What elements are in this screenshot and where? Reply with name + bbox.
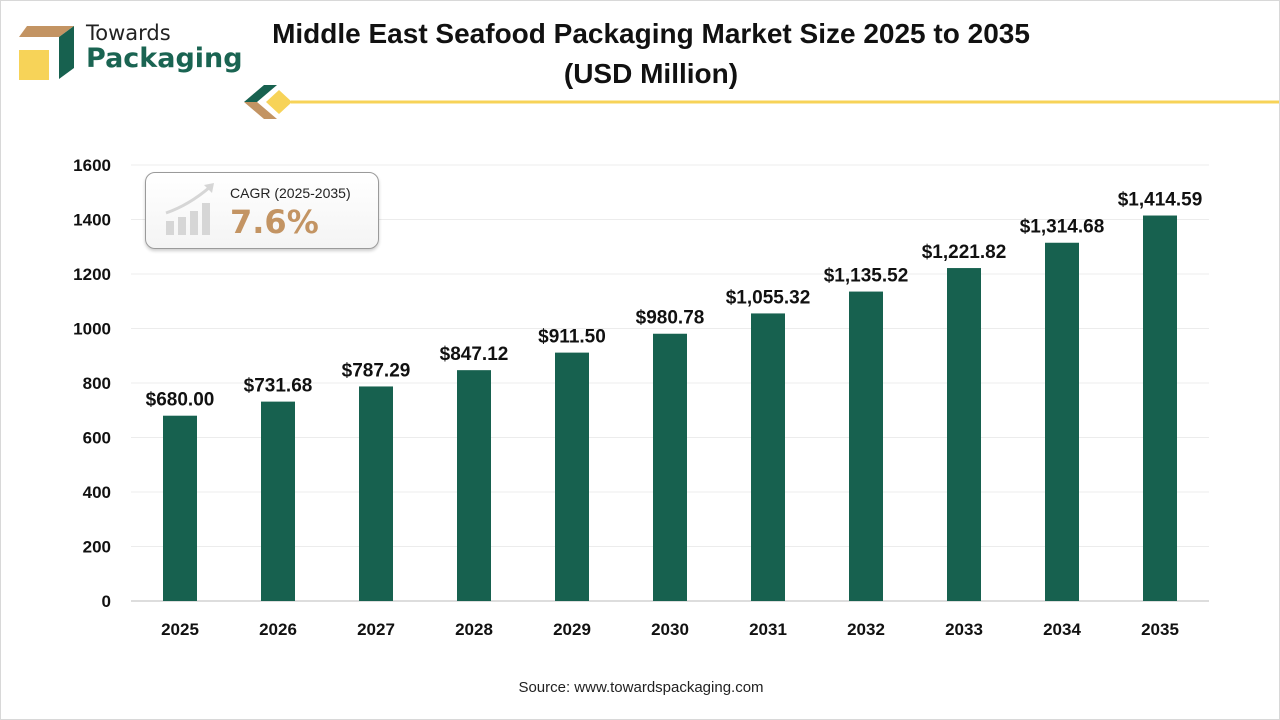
y-tick-label: 1000 xyxy=(73,320,111,339)
y-tick-label: 400 xyxy=(83,483,111,502)
brand-name-line2: Packaging xyxy=(86,43,243,74)
data-label: $1,135.52 xyxy=(824,266,909,287)
data-label: $1,055.32 xyxy=(726,287,811,308)
data-label: $911.50 xyxy=(538,327,606,348)
data-label: $680.00 xyxy=(146,390,215,411)
title-divider-icon xyxy=(244,85,1279,119)
brand-name-line1: Towards xyxy=(86,21,171,45)
data-label: $1,314.68 xyxy=(1020,217,1105,238)
bar-2026 xyxy=(261,401,295,601)
cagr-label: CAGR (2025-2035) xyxy=(230,185,351,201)
bar-2033 xyxy=(947,268,981,601)
y-tick-label: 1200 xyxy=(73,265,111,284)
data-label: $980.78 xyxy=(636,308,705,329)
x-tick-label: 2025 xyxy=(161,620,199,639)
x-tick-label: 2026 xyxy=(259,620,297,639)
bar-2031 xyxy=(751,313,785,601)
x-tick-label: 2034 xyxy=(1043,620,1081,639)
y-tick-label: 600 xyxy=(83,429,111,448)
growth-chart-icon xyxy=(165,183,214,235)
x-tick-label: 2035 xyxy=(1141,620,1179,639)
bar-2029 xyxy=(555,352,589,601)
y-tick-label: 1400 xyxy=(73,211,111,230)
x-tick-label: 2030 xyxy=(651,620,689,639)
x-tick-label: 2032 xyxy=(847,620,885,639)
cagr-value: 7.6% xyxy=(230,203,319,241)
y-tick-label: 0 xyxy=(102,592,111,611)
bar-2028 xyxy=(457,370,491,601)
data-label: $1,221.82 xyxy=(922,242,1007,263)
x-tick-label: 2033 xyxy=(945,620,983,639)
chart-subtitle: (USD Million) xyxy=(563,58,739,89)
bar-2025 xyxy=(163,415,197,601)
x-tick-label: 2028 xyxy=(455,620,493,639)
x-tick-label: 2029 xyxy=(553,620,591,639)
bar-2030 xyxy=(653,333,687,601)
data-label: $787.29 xyxy=(342,360,411,381)
data-label: $847.12 xyxy=(440,344,509,365)
source-note: Source: www.towardspackaging.com xyxy=(518,679,764,696)
y-tick-label: 1600 xyxy=(73,156,111,175)
data-label: $1,414.59 xyxy=(1118,190,1203,211)
x-tick-label: 2027 xyxy=(357,620,395,639)
x-tick-label: 2031 xyxy=(749,620,787,639)
chart-title: Middle East Seafood Packaging Market Siz… xyxy=(272,18,1030,49)
bar-2027 xyxy=(359,386,393,601)
y-tick-label: 200 xyxy=(83,538,111,557)
bar-2032 xyxy=(849,291,883,601)
bar-2035 xyxy=(1143,215,1177,601)
cagr-box: CAGR (2025-2035) 7.6% xyxy=(145,172,379,249)
y-tick-label: 800 xyxy=(83,374,111,393)
brand-logo-icon xyxy=(19,26,74,80)
bar-2034 xyxy=(1045,242,1079,601)
data-label: $731.68 xyxy=(244,376,313,397)
